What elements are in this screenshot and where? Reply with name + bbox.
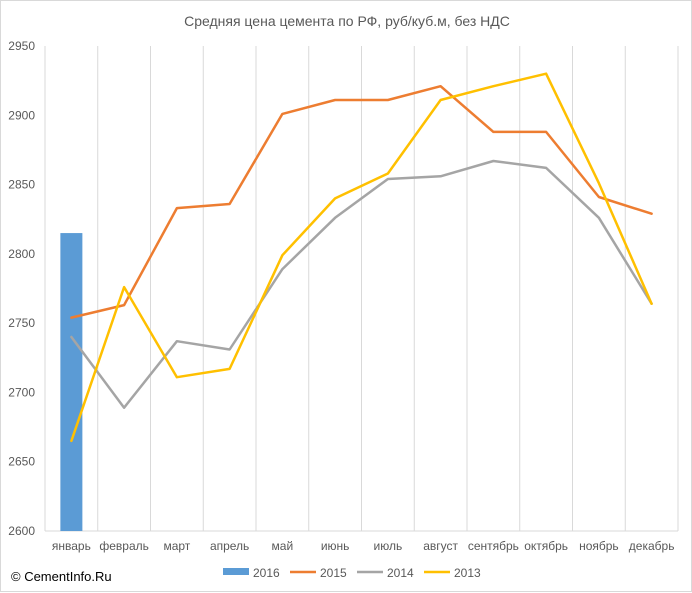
y-tick-label: 2650 (8, 455, 35, 469)
bar-2016 (60, 233, 83, 532)
y-tick-label: 2750 (8, 316, 35, 330)
copyright-text: © CementInfo.Ru (11, 569, 112, 584)
legend-label-2016: 2016 (253, 566, 280, 580)
line-2014 (70, 159, 653, 409)
chart-title: Средняя цена цемента по РФ, руб/куб.м, б… (184, 13, 510, 29)
x-tick-label: сентябрь (468, 539, 519, 553)
x-tick-label: апрель (210, 539, 249, 553)
grid-lines (44, 46, 679, 532)
y-axis-labels: 2600 2650 2700 2750 2800 2850 2900 2950 (8, 39, 35, 538)
x-tick-label: октябрь (524, 539, 568, 553)
x-tick-label: март (163, 539, 190, 553)
x-axis-labels: январь февраль март апрель май июнь июль август… (52, 539, 675, 553)
y-tick-label: 2600 (8, 524, 35, 538)
line-2015 (70, 84, 653, 319)
y-tick-label: 2850 (8, 178, 35, 192)
line-series (70, 72, 653, 443)
legend-label-2015: 2015 (320, 566, 347, 580)
bar-series (60, 233, 83, 532)
x-tick-label: февраль (99, 539, 149, 553)
x-tick-label: май (272, 539, 294, 553)
chart-legend: 2016 2015 2014 2013 (223, 566, 481, 580)
y-tick-label: 2700 (8, 385, 35, 399)
y-tick-label: 2800 (8, 247, 35, 261)
legend-label-2013: 2013 (454, 566, 481, 580)
x-tick-label: январь (52, 539, 91, 553)
x-tick-label: август (423, 539, 458, 553)
x-tick-label: июнь (321, 539, 350, 553)
line-2013 (70, 72, 653, 443)
legend-swatch-2016 (223, 568, 249, 575)
y-tick-label: 2900 (8, 108, 35, 122)
x-tick-label: декабрь (629, 539, 675, 553)
y-tick-label: 2950 (8, 39, 35, 53)
legend-label-2014: 2014 (387, 566, 414, 580)
x-tick-label: июль (374, 539, 403, 553)
x-tick-label: ноябрь (579, 539, 619, 553)
